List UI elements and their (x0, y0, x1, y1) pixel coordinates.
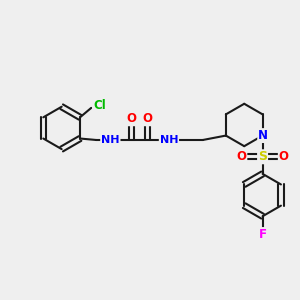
Text: O: O (127, 112, 136, 125)
Text: N: N (258, 129, 268, 142)
Text: O: O (279, 150, 289, 163)
Text: O: O (236, 150, 246, 163)
Text: O: O (143, 112, 153, 125)
Text: Cl: Cl (93, 99, 106, 112)
Text: NH: NH (101, 135, 120, 145)
Text: NH: NH (160, 135, 178, 145)
Text: F: F (259, 228, 267, 241)
Text: S: S (258, 150, 267, 163)
